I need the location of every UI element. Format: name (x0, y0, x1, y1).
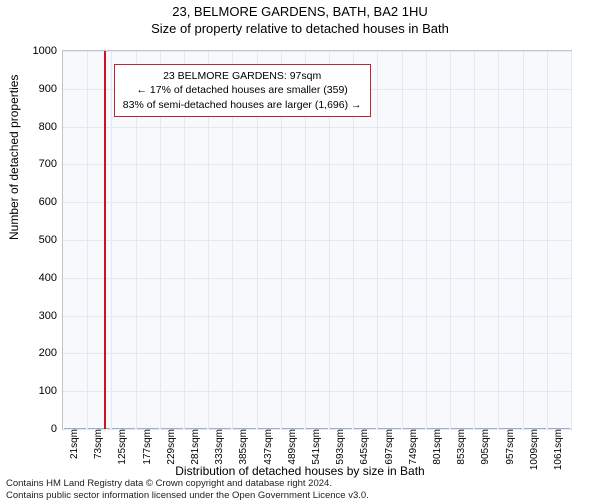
gridline-v (523, 51, 524, 429)
y-tick: 1000 (33, 45, 63, 57)
x-tick: 905sqm (480, 429, 491, 465)
annot-line-1: 23 BELMORE GARDENS: 97sqm (123, 69, 362, 83)
attribution-line-1: Contains HM Land Registry data © Crown c… (6, 478, 594, 490)
chart-area: 0100200300400500600700800900100021sqm73s… (62, 50, 572, 430)
x-tick: 801sqm (432, 429, 443, 465)
x-tick: 593sqm (335, 429, 346, 465)
y-tick: 100 (39, 385, 63, 397)
x-tick: 437sqm (263, 429, 274, 465)
gridline-v (402, 51, 403, 429)
x-tick: 489sqm (287, 429, 298, 465)
y-axis-label: Number of detached properties (7, 75, 21, 240)
gridline-v (571, 51, 572, 429)
x-tick: 385sqm (238, 429, 249, 465)
gridline-v (426, 51, 427, 429)
page-title-1: 23, BELMORE GARDENS, BATH, BA2 1HU (0, 4, 600, 19)
gridline-v (498, 51, 499, 429)
gridline-v (450, 51, 451, 429)
x-tick: 177sqm (142, 429, 153, 465)
y-tick: 300 (39, 310, 63, 322)
x-tick: 229sqm (166, 429, 177, 465)
x-tick: 697sqm (384, 429, 395, 465)
page-title-2: Size of property relative to detached ho… (0, 21, 600, 36)
x-tick: 541sqm (311, 429, 322, 465)
annotation-box: 23 BELMORE GARDENS: 97sqm← 17% of detach… (114, 64, 371, 117)
y-tick: 500 (39, 234, 63, 246)
attribution: Contains HM Land Registry data © Crown c… (6, 478, 594, 502)
x-tick: 957sqm (505, 429, 516, 465)
x-tick: 645sqm (359, 429, 370, 465)
attribution-line-2: Contains public sector information licen… (6, 490, 594, 502)
gridline-v (87, 51, 88, 429)
x-tick: 21sqm (69, 429, 80, 459)
x-tick: 125sqm (117, 429, 128, 465)
y-tick: 600 (39, 196, 63, 208)
y-tick: 400 (39, 272, 63, 284)
annot-line-3: 83% of semi-detached houses are larger (… (123, 98, 362, 112)
x-axis-label: Distribution of detached houses by size … (0, 464, 600, 478)
x-tick: 853sqm (456, 429, 467, 465)
y-tick: 800 (39, 121, 63, 133)
x-tick: 73sqm (93, 429, 104, 459)
gridline-v (111, 51, 112, 429)
y-tick: 900 (39, 83, 63, 95)
y-tick: 200 (39, 347, 63, 359)
y-tick: 0 (51, 423, 63, 435)
gridline-v (474, 51, 475, 429)
x-tick: 333sqm (214, 429, 225, 465)
annot-line-2: ← 17% of detached houses are smaller (35… (123, 83, 362, 97)
y-tick: 700 (39, 158, 63, 170)
x-tick: 281sqm (190, 429, 201, 465)
property-marker (104, 51, 106, 429)
plot-region: 0100200300400500600700800900100021sqm73s… (62, 50, 572, 430)
x-tick: 749sqm (408, 429, 419, 465)
gridline-v (377, 51, 378, 429)
gridline-v (547, 51, 548, 429)
